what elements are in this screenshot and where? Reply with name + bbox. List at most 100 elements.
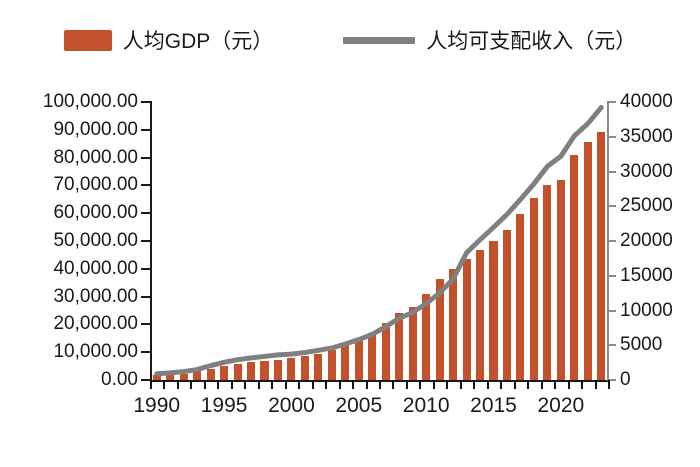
y-label-right-5: 25000 bbox=[620, 195, 673, 217]
bar-2009 bbox=[408, 307, 417, 380]
bar-1992 bbox=[179, 373, 188, 380]
bar-2020 bbox=[556, 180, 565, 380]
y-label-left-1: 10,000.00 bbox=[53, 341, 138, 363]
y-tick-left-0 bbox=[141, 379, 152, 381]
x-tick-4 bbox=[203, 380, 206, 389]
x-axis-label-2020: 2020 bbox=[537, 394, 585, 417]
x-tick-26 bbox=[500, 380, 503, 389]
x-tick-20 bbox=[419, 380, 422, 389]
y-tick-right-7 bbox=[607, 135, 616, 138]
x-tick-11 bbox=[298, 380, 301, 389]
y-tick-left-4 bbox=[141, 267, 152, 270]
x-axis-label-1995: 1995 bbox=[200, 394, 248, 417]
x-tick-24 bbox=[473, 380, 476, 389]
x-tick-13 bbox=[325, 380, 328, 389]
x-tick-2 bbox=[176, 380, 179, 389]
y-tick-left-3 bbox=[141, 295, 152, 298]
x-tick-21 bbox=[432, 380, 435, 389]
bar-1993 bbox=[193, 371, 202, 380]
x-tick-18 bbox=[392, 380, 395, 389]
y-tick-right-5 bbox=[607, 205, 616, 208]
bar-2022 bbox=[583, 141, 592, 380]
bar-2000 bbox=[287, 357, 296, 380]
y-label-left-3: 30,000.00 bbox=[53, 285, 138, 307]
y-label-left-9: 90,000.00 bbox=[53, 118, 138, 140]
x-axis-label-2005: 2005 bbox=[335, 394, 383, 417]
x-tick-5 bbox=[217, 380, 220, 389]
y-label-left-8: 80,000.00 bbox=[53, 146, 138, 168]
x-axis-label-2010: 2010 bbox=[402, 394, 450, 417]
x-tick-22 bbox=[446, 380, 449, 389]
x-tick-19 bbox=[405, 380, 408, 389]
legend-label-per-capita-gdp: 人均GDP（元） bbox=[122, 30, 274, 53]
bar-1990 bbox=[152, 375, 161, 380]
bar-1997 bbox=[246, 361, 256, 380]
bar-2001 bbox=[300, 355, 309, 380]
y-tick-left-2 bbox=[141, 323, 152, 326]
legend-label-disposable-income: 人均可支配收入（元） bbox=[426, 30, 637, 53]
bar-2011 bbox=[435, 279, 444, 380]
plot-area: 0.00 10,000.00 20,000.00 30,000.00 40,000.00… bbox=[43, 91, 673, 417]
x-tick-1 bbox=[163, 380, 166, 389]
bar-2008 bbox=[395, 313, 404, 380]
y-label-left-4: 40,000.00 bbox=[53, 257, 138, 279]
bar-2014 bbox=[475, 249, 485, 380]
y-tick-right-1 bbox=[607, 344, 616, 347]
y-label-right-8: 40000 bbox=[620, 91, 673, 112]
x-tick-28 bbox=[527, 380, 530, 389]
y-tick-right-2 bbox=[607, 309, 616, 312]
x-axis-label-2000: 2000 bbox=[268, 394, 315, 417]
bar-2005 bbox=[354, 340, 363, 380]
disposable-income-polyline bbox=[157, 107, 602, 373]
y-tick-left-1 bbox=[141, 351, 152, 354]
x-tick-25 bbox=[486, 380, 489, 389]
bar-1995 bbox=[220, 365, 229, 380]
bar-1998 bbox=[260, 361, 269, 380]
bar-2015 bbox=[489, 241, 498, 380]
bar-2021 bbox=[570, 154, 579, 380]
legend-bar-swatch-icon bbox=[63, 29, 112, 51]
x-tick-6 bbox=[230, 380, 233, 389]
bar-2019 bbox=[543, 185, 552, 380]
y-label-right-7: 35000 bbox=[620, 125, 673, 147]
bar-2004 bbox=[341, 345, 350, 380]
y-label-right-1: 5000 bbox=[620, 334, 663, 356]
bar-2023 bbox=[597, 131, 606, 380]
y-tick-left-10 bbox=[141, 101, 152, 103]
y-tick-right-4 bbox=[607, 240, 616, 242]
y-label-right-3: 15000 bbox=[620, 264, 673, 286]
legend-item-disposable-income: 人均可支配收入（元） bbox=[343, 25, 636, 55]
y-label-left-6: 60,000.00 bbox=[53, 202, 138, 224]
y-tick-left-7 bbox=[141, 184, 152, 187]
legend-line-swatch-icon bbox=[343, 36, 416, 44]
x-tick-33 bbox=[594, 380, 597, 389]
bar-2017 bbox=[516, 214, 525, 380]
y-label-right-6: 30000 bbox=[620, 160, 673, 182]
bar-1991 bbox=[166, 374, 175, 380]
y-tick-right-0 bbox=[607, 379, 616, 381]
y-tick-right-6 bbox=[607, 170, 616, 173]
x-tick-23 bbox=[459, 380, 462, 389]
bar-2006 bbox=[368, 333, 377, 380]
x-tick-9 bbox=[271, 380, 274, 389]
y-tick-right-8 bbox=[607, 101, 616, 103]
y-tick-right-3 bbox=[607, 274, 616, 277]
x-tick-34 bbox=[608, 380, 610, 389]
x-tick-7 bbox=[244, 380, 247, 389]
y-label-left-7: 70,000.00 bbox=[53, 174, 138, 196]
y-label-right-0: 0 bbox=[620, 369, 631, 390]
line-series-disposable-income bbox=[150, 102, 608, 380]
y-label-right-2: 10000 bbox=[620, 299, 673, 321]
y-label-left-0: 0.00 bbox=[101, 369, 138, 390]
x-tick-31 bbox=[567, 380, 570, 389]
bar-2007 bbox=[381, 323, 390, 380]
legend-item-per-capita-gdp: 人均GDP（元） bbox=[63, 25, 274, 55]
bar-1999 bbox=[273, 359, 282, 380]
x-tick-8 bbox=[257, 380, 260, 389]
x-tick-14 bbox=[338, 380, 341, 389]
x-tick-10 bbox=[284, 380, 287, 389]
y-label-left-5: 50,000.00 bbox=[53, 230, 138, 251]
y-tick-left-9 bbox=[141, 128, 152, 131]
x-axis-label-2015: 2015 bbox=[470, 394, 517, 417]
y-tick-left-5 bbox=[141, 240, 152, 242]
